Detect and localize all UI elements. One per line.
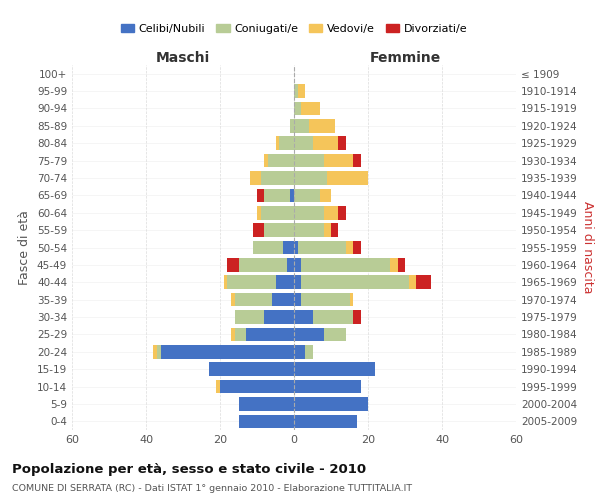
Bar	[301, 102, 320, 115]
Y-axis label: Anni di nascita: Anni di nascita	[581, 201, 594, 294]
Bar	[287, 258, 294, 272]
Bar	[257, 188, 265, 202]
Bar	[338, 206, 346, 220]
Bar	[246, 328, 294, 341]
Bar	[220, 380, 294, 394]
Bar	[227, 258, 239, 272]
Text: Maschi: Maschi	[156, 51, 210, 65]
Bar	[290, 188, 294, 202]
Bar	[353, 310, 361, 324]
Bar	[323, 224, 331, 237]
Bar	[294, 224, 323, 237]
Bar	[294, 154, 323, 168]
Bar	[294, 293, 301, 306]
Bar	[209, 362, 294, 376]
Bar	[290, 119, 294, 132]
Bar	[294, 345, 305, 358]
Bar	[323, 206, 338, 220]
Bar	[239, 258, 287, 272]
Bar	[313, 136, 338, 150]
Bar	[239, 397, 294, 410]
Text: Femmine: Femmine	[370, 51, 440, 65]
Bar	[294, 188, 320, 202]
Bar	[294, 380, 361, 394]
Bar	[294, 397, 368, 410]
Bar	[227, 276, 275, 289]
Bar	[294, 310, 313, 324]
Bar	[294, 102, 301, 115]
Bar	[294, 240, 298, 254]
Bar	[265, 224, 294, 237]
Bar	[224, 276, 227, 289]
Bar	[253, 240, 283, 254]
Bar	[235, 310, 265, 324]
Bar	[275, 136, 279, 150]
Bar	[217, 380, 220, 394]
Bar	[416, 276, 431, 289]
Bar	[157, 345, 161, 358]
Bar	[294, 362, 376, 376]
Bar	[294, 171, 328, 185]
Bar	[294, 276, 301, 289]
Bar	[265, 310, 294, 324]
Bar	[161, 345, 294, 358]
Bar	[260, 206, 294, 220]
Bar	[265, 154, 268, 168]
Bar	[323, 328, 346, 341]
Bar	[154, 345, 157, 358]
Bar	[353, 240, 361, 254]
Bar	[231, 293, 235, 306]
Bar	[253, 224, 265, 237]
Bar	[301, 258, 390, 272]
Bar	[298, 84, 305, 98]
Bar	[294, 136, 313, 150]
Bar	[298, 240, 346, 254]
Text: COMUNE DI SERRATA (RC) - Dati ISTAT 1° gennaio 2010 - Elaborazione TUTTITALIA.IT: COMUNE DI SERRATA (RC) - Dati ISTAT 1° g…	[12, 484, 412, 493]
Bar	[398, 258, 405, 272]
Bar	[309, 119, 335, 132]
Bar	[231, 328, 235, 341]
Bar	[294, 258, 301, 272]
Bar	[250, 171, 260, 185]
Bar	[257, 206, 260, 220]
Bar	[338, 136, 346, 150]
Bar	[279, 136, 294, 150]
Bar	[294, 328, 323, 341]
Bar	[294, 414, 357, 428]
Bar	[301, 276, 409, 289]
Bar	[294, 84, 298, 98]
Bar	[390, 258, 398, 272]
Bar	[323, 154, 353, 168]
Bar	[235, 328, 246, 341]
Bar	[301, 293, 349, 306]
Legend: Celibi/Nubili, Coniugati/e, Vedovi/e, Divorziati/e: Celibi/Nubili, Coniugati/e, Vedovi/e, Di…	[116, 20, 472, 38]
Bar	[409, 276, 416, 289]
Bar	[283, 240, 294, 254]
Y-axis label: Fasce di età: Fasce di età	[19, 210, 31, 285]
Bar	[294, 119, 309, 132]
Bar	[265, 188, 290, 202]
Bar	[268, 154, 294, 168]
Bar	[272, 293, 294, 306]
Bar	[305, 345, 313, 358]
Bar	[294, 206, 323, 220]
Bar	[260, 171, 294, 185]
Bar	[346, 240, 353, 254]
Bar	[239, 414, 294, 428]
Bar	[313, 310, 353, 324]
Bar	[320, 188, 331, 202]
Bar	[328, 171, 368, 185]
Bar	[235, 293, 272, 306]
Bar	[331, 224, 338, 237]
Bar	[275, 276, 294, 289]
Bar	[353, 154, 361, 168]
Bar	[349, 293, 353, 306]
Text: Popolazione per età, sesso e stato civile - 2010: Popolazione per età, sesso e stato civil…	[12, 462, 366, 475]
